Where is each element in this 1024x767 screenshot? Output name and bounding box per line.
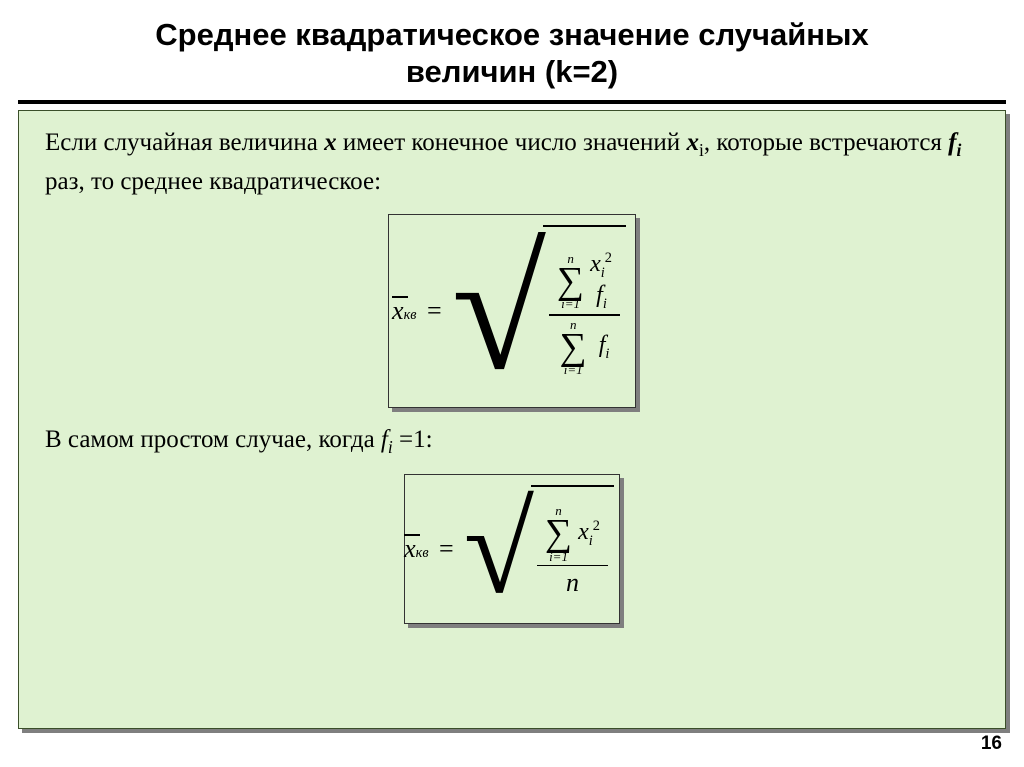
f1-sqrt-symbol: √ <box>452 225 546 397</box>
p1-t2: имеет конечное число значений <box>337 129 687 156</box>
formula-2: xкв = √ n ∑ i=1 <box>404 474 620 624</box>
p1-x: x <box>324 129 337 156</box>
f1-num-sum: n ∑ i=1 <box>557 252 584 310</box>
f1-eq: = <box>427 296 442 325</box>
f2-eq: = <box>439 534 454 563</box>
f1-numerator: n ∑ i=1 xi2 fi <box>549 248 620 315</box>
p1-fi-sub: i <box>957 140 962 160</box>
f2-fraction: n ∑ i=1 xi2 n <box>537 502 608 600</box>
p1-t1: Если случайная величина <box>45 129 324 156</box>
f1-den-fsub: i <box>605 345 609 361</box>
sigma-icon: ∑ <box>545 517 572 549</box>
paragraph-2: В самом простом случае, когда fi =1: <box>45 422 979 460</box>
f1-lhs-sub: кв <box>404 307 417 323</box>
p1-xi-base: x <box>686 129 699 156</box>
content-panel: Если случайная величина x имеет конечное… <box>18 110 1006 729</box>
title-line2: величин (k=2) <box>406 54 618 89</box>
f1-num-fsub: i <box>603 295 607 311</box>
f2-lhs-sub: кв <box>416 545 429 561</box>
f1-sqrt-body: n ∑ i=1 xi2 fi <box>543 225 626 397</box>
f1-num-f: f <box>596 282 603 308</box>
f1-fraction: n ∑ i=1 xi2 fi <box>549 248 620 378</box>
f1-denominator: n ∑ i=1 fi <box>552 316 618 378</box>
f2-num-x: x <box>578 519 589 545</box>
f2-denominator: n <box>558 566 587 600</box>
f2-sqrt-symbol: √ <box>464 485 534 613</box>
formula-2-wrap: xкв = √ n ∑ i=1 <box>404 474 620 624</box>
f2-den-n: n <box>566 568 579 598</box>
formula-1: xкв = √ n ∑ i=1 <box>388 214 636 408</box>
f2-sqrt: √ n ∑ i=1 xi2 <box>464 485 614 613</box>
sigma-icon: ∑ <box>557 265 584 297</box>
title-underline <box>18 100 1006 104</box>
f1-den-sum: n ∑ i=1 <box>560 318 587 376</box>
p2-t2: =1: <box>393 426 433 453</box>
f1-den-term: fi <box>593 332 610 363</box>
f2-num-sum-lower: i=1 <box>549 550 568 563</box>
f1-lhs-x: x <box>392 296 404 325</box>
f2-num-xsup: 2 <box>593 518 600 534</box>
f2-lhs: xкв = <box>404 534 458 564</box>
f2-num-xsub: i <box>589 533 593 549</box>
f2-numerator: n ∑ i=1 xi2 <box>537 502 608 564</box>
p1-t4: раз, то среднее квадратическое: <box>45 168 381 195</box>
f2-num-term: xi2 <box>578 518 600 550</box>
f1-num-xsub: i <box>601 265 605 281</box>
f1-num-x: x <box>590 251 601 277</box>
f2-sqrt-body: n ∑ i=1 xi2 n <box>531 485 614 613</box>
f1-lhs: xкв = <box>392 296 446 326</box>
f2-lhs-x: x <box>404 534 416 563</box>
f1-num-term: xi2 fi <box>590 250 612 313</box>
f1-sqrt: √ n ∑ i=1 xi2 <box>452 225 626 397</box>
p1-fi-base: f <box>948 129 956 156</box>
f1-num-sum-lower: i=1 <box>561 297 580 310</box>
formula-1-wrap: xкв = √ n ∑ i=1 <box>388 214 636 408</box>
slide-number: 16 <box>981 733 1002 755</box>
p2-t1: В самом простом случае, когда <box>45 426 381 453</box>
sigma-icon: ∑ <box>560 331 587 363</box>
f1-den-sum-lower: i=1 <box>564 363 583 376</box>
paragraph-1: Если случайная величина x имеет конечное… <box>45 125 979 200</box>
f2-num-sum: n ∑ i=1 <box>545 504 572 562</box>
slide-title: Среднее квадратическое значение случайны… <box>18 10 1006 100</box>
f1-num-xsup: 2 <box>605 250 612 266</box>
p1-t3: , которые встречаются <box>704 129 948 156</box>
p2-fi-base: f <box>381 426 388 453</box>
title-line1: Среднее квадратическое значение случайны… <box>155 17 869 52</box>
content-box: Если случайная величина x имеет конечное… <box>18 110 1006 729</box>
